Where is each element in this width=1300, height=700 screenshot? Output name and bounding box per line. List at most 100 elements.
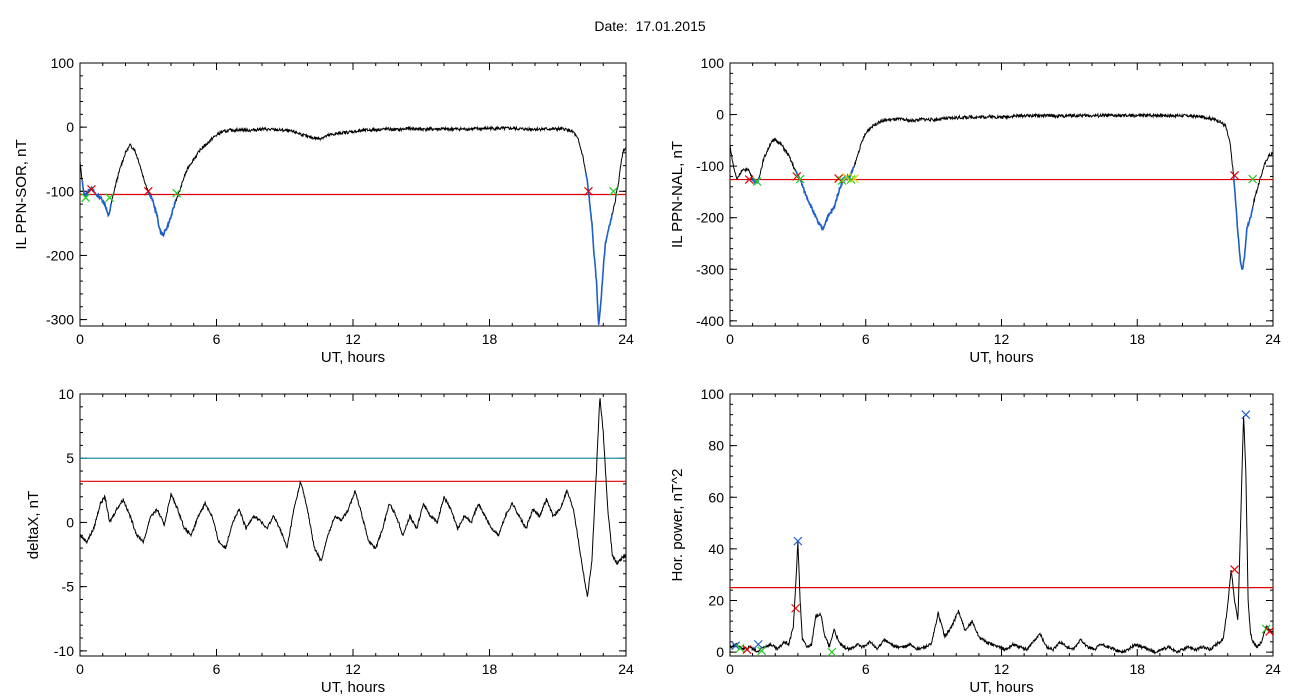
marker-stroke [742, 645, 752, 654]
marker-stroke [1248, 174, 1258, 184]
marker-x [757, 646, 767, 656]
y-tick-label: -300 [46, 312, 74, 328]
x-axis-label: UT, hours [321, 349, 385, 366]
y-tick-label: 40 [708, 541, 724, 557]
y-tick-label: 5 [66, 450, 74, 466]
marker-stroke [834, 174, 844, 183]
marker-stroke [846, 175, 856, 184]
y-tick-label: -400 [696, 313, 724, 329]
x-tick-label: 18 [1129, 661, 1145, 677]
series-line [79, 398, 627, 597]
x-tick-label: 0 [726, 331, 734, 347]
marker-stroke [731, 641, 741, 651]
marker-x [793, 536, 803, 546]
plot-frame [729, 393, 1274, 657]
x-tick-label: 6 [862, 331, 870, 347]
marker-x [846, 175, 856, 184]
marker-x [850, 174, 859, 183]
series-line [79, 125, 627, 325]
x-tick-label: 0 [76, 661, 84, 677]
marker-stroke [842, 173, 851, 182]
y-axis-label: IL PPN-NAL, nT [669, 141, 686, 248]
marker-x [1241, 410, 1251, 420]
marker-x [731, 641, 741, 651]
y-tick-label: 80 [708, 438, 724, 454]
marker-x [1248, 174, 1258, 184]
marker-x [172, 188, 182, 198]
marker-stroke [735, 643, 745, 653]
marker-x [744, 175, 754, 184]
x-tick-label: 24 [1265, 331, 1281, 347]
y-tick-label: -10 [54, 643, 74, 659]
y-tick-label: -300 [696, 261, 724, 277]
marker-stroke [609, 186, 618, 196]
marker-stroke [744, 175, 754, 184]
y-tick-label: 100 [51, 55, 75, 71]
y-axis-label: Hor. power, nT^2 [669, 469, 686, 582]
y-tick-label: -100 [46, 183, 74, 199]
marker-stroke [795, 174, 805, 184]
marker-x [143, 186, 153, 196]
page-title: Date: 17.01.2015 [594, 18, 706, 34]
highlight-segment [1232, 176, 1254, 271]
marker-stroke [827, 647, 837, 657]
marker-x [753, 639, 763, 649]
highlight-segment [81, 180, 113, 218]
y-tick-label: -200 [696, 210, 724, 226]
x-tick-label: 12 [345, 331, 361, 347]
plot-frame [79, 393, 627, 657]
x-tick-label: 18 [482, 331, 498, 347]
x-tick-label: 18 [482, 661, 498, 677]
marker-stroke [1230, 565, 1239, 574]
marker-x [742, 645, 752, 654]
marker-x [735, 643, 745, 653]
marker-x [842, 173, 851, 182]
plot-frame [729, 62, 1274, 327]
x-tick-label: 24 [1265, 661, 1281, 677]
x-tick-label: 0 [726, 661, 734, 677]
y-tick-label: 20 [708, 593, 724, 609]
marker-stroke [1265, 627, 1275, 636]
x-tick-label: 18 [1129, 331, 1145, 347]
y-tick-label: -200 [46, 247, 74, 263]
y-tick-label: -100 [696, 158, 724, 174]
x-tick-label: 12 [994, 661, 1010, 677]
x-tick-label: 24 [618, 661, 634, 677]
marker-stroke [850, 174, 859, 183]
series-line [729, 415, 1274, 655]
marker-x [791, 603, 801, 613]
marker-x [1265, 627, 1275, 636]
y-tick-label: 0 [716, 644, 724, 660]
marker-stroke [81, 193, 91, 203]
y-tick-label: 10 [58, 386, 74, 402]
marker-x [827, 647, 837, 657]
marker-stroke [86, 184, 96, 194]
y-tick-label: 100 [701, 386, 725, 402]
marker-stroke [1230, 170, 1239, 180]
series-line [729, 112, 1274, 270]
marker-stroke [1241, 410, 1251, 420]
marker-x [795, 174, 805, 184]
marker-stroke [793, 536, 803, 546]
marker-stroke [105, 193, 114, 203]
chart-nal: 0 6 12 18 24 100 0 -100 -200 -300 -400 UT, hours IL … [669, 55, 1281, 366]
marker-stroke [584, 186, 593, 196]
x-tick-label: 12 [994, 331, 1010, 347]
x-tick-label: 24 [618, 331, 634, 347]
x-axis-label: UT, hours [969, 679, 1033, 696]
x-tick-label: 0 [76, 331, 84, 347]
y-tick-label: 0 [716, 107, 724, 123]
marker-x [1230, 170, 1239, 180]
marker-x [609, 186, 618, 196]
x-axis-label: UT, hours [321, 679, 385, 696]
marker-stroke [753, 639, 763, 649]
y-axis-label: deltaX, nT [25, 491, 42, 559]
marker-stroke [837, 176, 847, 186]
x-tick-label: 6 [213, 331, 221, 347]
highlight-segment [584, 171, 613, 325]
marker-stroke [757, 646, 767, 656]
x-tick-label: 6 [862, 661, 870, 677]
marker-stroke [172, 188, 182, 198]
marker-x [1230, 565, 1239, 574]
